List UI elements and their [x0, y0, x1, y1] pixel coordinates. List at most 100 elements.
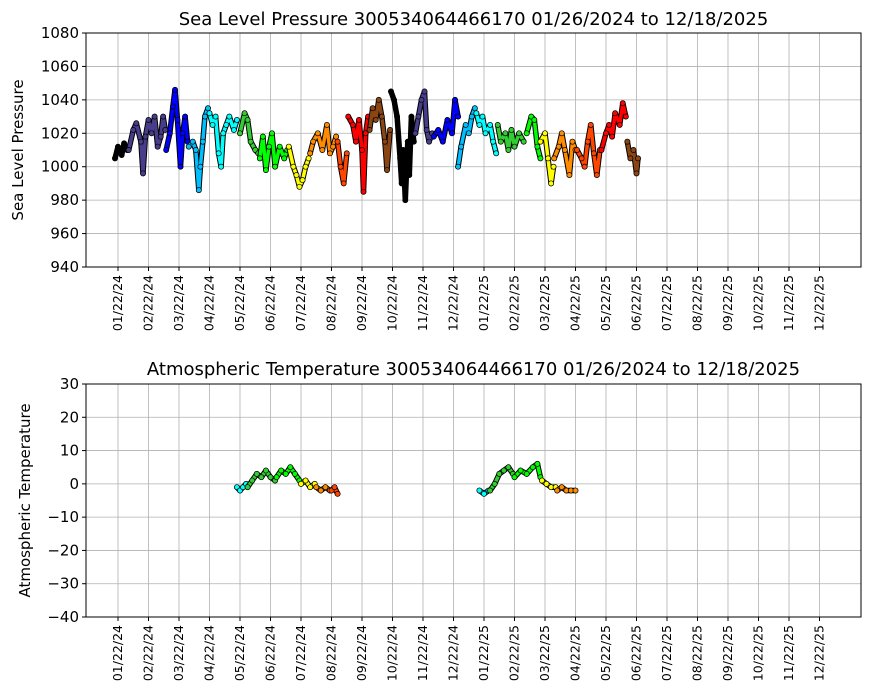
x-tick-label: 10/22/25	[751, 275, 766, 331]
chart-panel-1: 940 960 980 1000 1020 1040 1060 1080 01/22/24 02/…	[9, 9, 862, 331]
data-point	[360, 188, 367, 195]
y-axis-label: Atmospheric Temperature	[16, 403, 34, 597]
data-point	[307, 484, 314, 491]
data-point	[372, 116, 379, 123]
data-point	[212, 113, 219, 120]
data-point	[616, 121, 623, 128]
data-point	[209, 121, 216, 128]
x-tick-label: 08/22/24	[324, 275, 339, 331]
data-point	[302, 163, 309, 170]
data-point	[291, 470, 298, 477]
data-point	[244, 484, 251, 491]
data-point	[166, 130, 173, 137]
data-point	[458, 143, 465, 150]
data-point	[444, 116, 451, 123]
data-point	[633, 170, 640, 177]
data-point	[627, 155, 634, 162]
data-point	[543, 480, 550, 487]
data-point	[505, 147, 512, 153]
data-point	[410, 138, 417, 145]
data-point	[140, 170, 146, 177]
data-point	[598, 147, 605, 153]
data-point	[241, 110, 248, 117]
data-point	[561, 147, 568, 153]
data-point	[412, 130, 419, 137]
data-point	[471, 105, 478, 112]
data-point	[609, 133, 616, 140]
data-point	[148, 130, 155, 137]
data-point	[206, 110, 213, 117]
data-point	[273, 474, 280, 481]
data-point	[337, 163, 344, 170]
data-point	[496, 470, 503, 477]
data-point	[381, 138, 388, 145]
y-tick-label: 1040	[41, 91, 79, 109]
x-tick-label: 07/22/25	[659, 625, 674, 681]
x-tick-label: 02/22/25	[507, 625, 522, 681]
data-point	[319, 147, 326, 153]
data-point	[400, 147, 407, 153]
data-point	[352, 138, 359, 145]
x-tick-label: 10/22/24	[385, 625, 400, 681]
data-point	[145, 116, 152, 123]
data-point	[500, 467, 507, 474]
x-tick-label: 04/22/25	[568, 275, 583, 331]
data-point	[172, 86, 178, 93]
data-point	[624, 138, 631, 145]
data-point	[133, 120, 140, 127]
data-point	[622, 113, 629, 120]
data-point	[197, 163, 204, 170]
x-tick-label: 11/22/24	[415, 275, 430, 331]
data-point	[554, 487, 561, 494]
data-point	[421, 88, 428, 95]
data-point	[130, 126, 137, 133]
data-point	[174, 116, 181, 123]
data-point	[462, 121, 469, 128]
x-tick-label: 03/22/25	[537, 275, 552, 331]
x-tick-label: 05/22/24	[232, 625, 247, 681]
x-tick-label: 06/22/25	[629, 275, 644, 331]
data-point	[345, 113, 352, 120]
data-point	[163, 147, 170, 153]
data-point	[205, 105, 211, 112]
x-tick-label: 09/22/25	[720, 275, 735, 331]
x-tick-label: 09/22/25	[720, 625, 735, 681]
x-tick-label: 01/22/25	[476, 625, 491, 681]
data-point	[267, 474, 274, 481]
data-point	[534, 460, 541, 467]
series-line	[575, 123, 602, 177]
data-point	[408, 113, 415, 120]
y-tick-label: 940	[50, 258, 79, 276]
x-tick-label: 05/22/25	[598, 275, 613, 331]
x-tick-label: 12/22/24	[446, 625, 461, 681]
y-tick-label: −30	[47, 575, 79, 593]
x-tick-label: 03/22/24	[171, 275, 186, 331]
data-point	[340, 180, 347, 187]
data-point	[574, 147, 580, 153]
data-point	[366, 126, 373, 133]
data-point	[182, 113, 189, 120]
x-tick-label: 05/22/24	[232, 275, 247, 331]
data-point	[439, 138, 446, 145]
data-point	[230, 126, 237, 133]
data-point	[293, 172, 300, 179]
data-point	[397, 155, 404, 162]
data-point	[111, 155, 118, 162]
data-point	[142, 133, 149, 140]
data-point	[125, 147, 132, 153]
x-tick-label: 12/22/25	[812, 625, 827, 681]
data-point	[185, 143, 192, 150]
y-tick-label: 30	[60, 375, 79, 393]
x-tick-label: 10/22/25	[751, 625, 766, 681]
x-tick-label: 03/22/25	[537, 625, 552, 681]
data-point	[593, 172, 600, 179]
x-tick-label: 04/22/25	[568, 625, 583, 681]
data-point	[455, 113, 462, 120]
data-point	[137, 138, 144, 145]
data-point	[282, 470, 289, 477]
data-point	[296, 183, 303, 190]
y-tick-label: 20	[60, 408, 79, 426]
x-tick-label: 11/22/24	[415, 625, 430, 681]
x-tick-label: 07/22/24	[293, 275, 308, 331]
data-point	[394, 113, 401, 120]
